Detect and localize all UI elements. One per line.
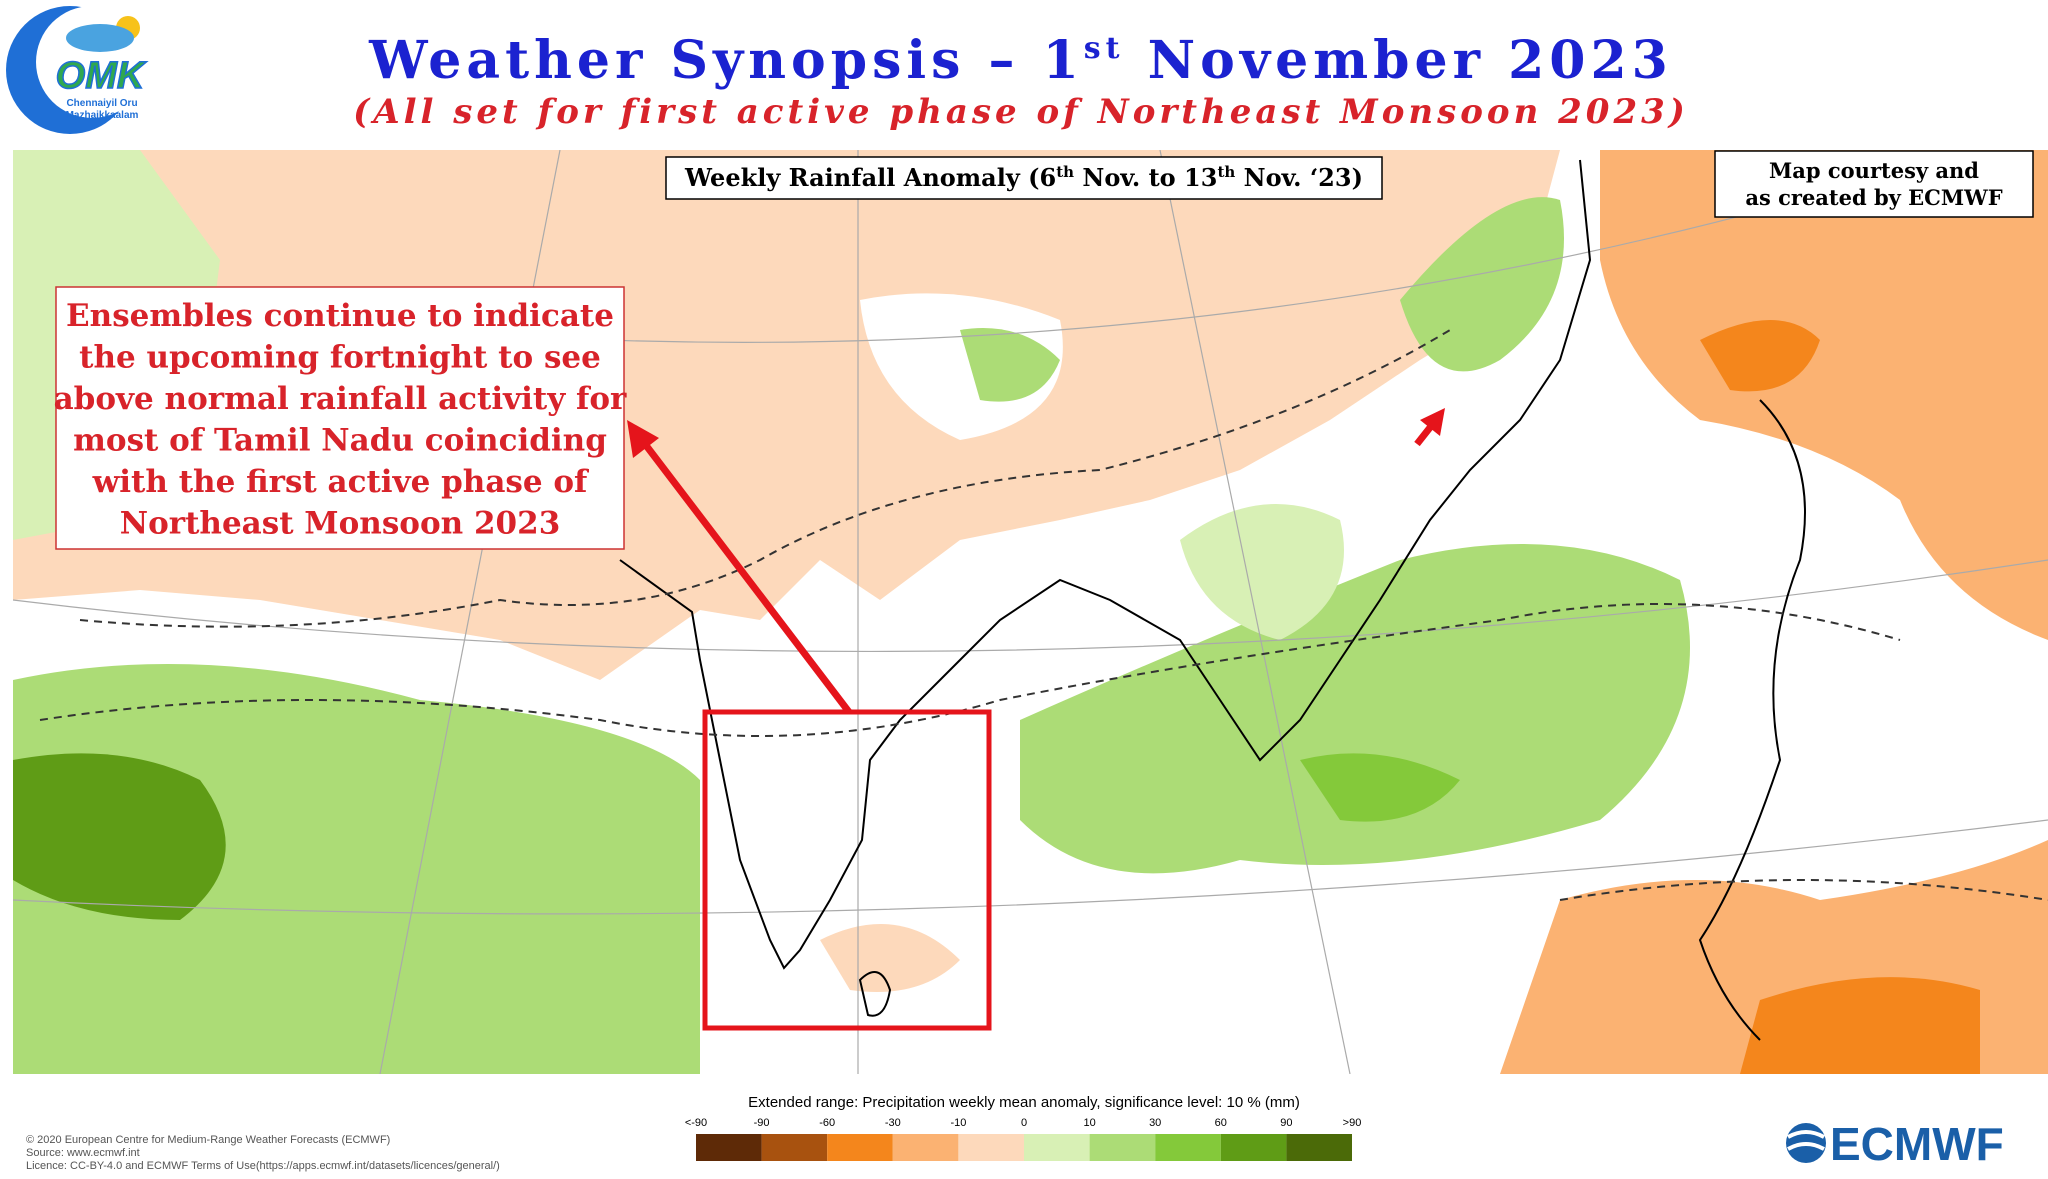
legend-label: 60	[1215, 1117, 1227, 1129]
title-sup: st	[1084, 31, 1125, 66]
legend-swatch	[1155, 1134, 1221, 1161]
map-title-sup: th	[1056, 163, 1074, 181]
logo-cloud	[66, 24, 134, 52]
logo-mark: OMK	[56, 55, 147, 97]
legend-label: -30	[885, 1117, 901, 1129]
annotation-text: Northeast Monsoon 2023	[120, 506, 561, 542]
legend: <-90 -90 -60 -30 -10 0 10 30 60 90 >90	[685, 1117, 1362, 1161]
footer-text: Source: www.ecmwf.int	[26, 1147, 140, 1159]
annotation-text: the upcoming fortnight to see	[79, 340, 601, 376]
ecmwf-emblem-waves	[1787, 1130, 1825, 1151]
annotation-text: above normal rainfall activity for	[54, 381, 627, 417]
graticule	[1159, 150, 1351, 1074]
graticule	[13, 819, 2048, 915]
anomaly-light-wet	[1180, 504, 1344, 640]
focus-rectangle	[702, 709, 992, 1031]
significance-contour	[39, 603, 1901, 737]
anomaly-wet	[13, 664, 700, 1074]
footer-text: Licence: CC-BY-4.0 and ECMWF Terms of Us…	[26, 1160, 500, 1172]
legend-swatch	[958, 1134, 1024, 1161]
graticule	[13, 559, 2048, 653]
significance-contour	[79, 329, 1451, 628]
legend-label: 30	[1149, 1117, 1161, 1129]
logo-text: Mazhaikkaalam	[66, 110, 139, 121]
anomaly-very-wet	[1300, 753, 1460, 822]
footer: © 2020 European Centre for Medium-Range …	[26, 1134, 500, 1172]
legend-label: -10	[950, 1117, 966, 1129]
legend-swatch	[892, 1134, 959, 1161]
legend-swatch	[1286, 1134, 1352, 1161]
title-part: Weather Synopsis – 1	[368, 30, 1084, 91]
legend-label: 90	[1280, 1117, 1292, 1129]
credit-box	[1714, 150, 2034, 218]
legend-label: 0	[1021, 1117, 1027, 1129]
coastline	[1698, 399, 1806, 1041]
logo-text: Chennaiyil Oru	[66, 98, 137, 109]
legend-label: 10	[1083, 1117, 1095, 1129]
subtitle: (All set for first active phase of North…	[353, 92, 1689, 132]
significance-contour	[1559, 879, 2048, 901]
annotation-arrowhead	[627, 420, 659, 458]
legend-swatch	[696, 1134, 762, 1161]
ecmwf-logo: ECMWF	[1786, 1118, 2004, 1170]
coastline	[858, 971, 892, 1017]
map-title: Weekly Rainfall Anomaly (6th Nov. to 13t…	[684, 163, 1363, 192]
direction-arrow	[1414, 422, 1435, 447]
credit-text: Map courtesy and	[1769, 158, 1979, 183]
annotation: Ensembles continue to indicate the upcomi…	[54, 298, 627, 542]
anomaly-neutral	[860, 293, 1063, 440]
anomaly-very-wet	[13, 753, 226, 920]
title: Weather Synopsis – 1st November 2023	[368, 30, 1673, 91]
direction-arrowhead	[1420, 408, 1445, 436]
map-title-part: Weekly Rainfall Anomaly (6	[684, 163, 1056, 192]
annotation-text: Ensembles continue to indicate	[66, 298, 614, 334]
map-title-sup: th	[1217, 163, 1235, 181]
anomaly-wet	[960, 328, 1060, 402]
anomaly-very-dry	[1740, 977, 1980, 1074]
map-title-part: Nov. ‘23)	[1235, 163, 1363, 192]
map-title-part: Nov. to 13	[1074, 163, 1217, 192]
map-title-box	[665, 156, 1383, 200]
legend-label: <-90	[685, 1117, 707, 1129]
annotation-box	[55, 286, 625, 550]
coastline	[619, 159, 1592, 970]
annotation-arrow	[642, 441, 852, 715]
legend-title: Extended range: Precipitation weekly mea…	[748, 1094, 1300, 1111]
annotation-text: with the first active phase of	[92, 464, 589, 500]
legend-label: -90	[754, 1117, 770, 1129]
anomaly-wet	[1020, 544, 1690, 874]
credit-text: as created by ECMWF	[1745, 185, 2002, 210]
anomaly-wet	[1400, 197, 1564, 372]
legend-swatch	[827, 1134, 893, 1161]
footer-text: © 2020 European Centre for Medium-Range …	[26, 1134, 390, 1146]
legend-swatch	[1089, 1134, 1156, 1161]
legend-label: -60	[819, 1117, 835, 1129]
legend-swatch	[1024, 1134, 1090, 1161]
logo: OMK Chennaiyil Oru Mazhaikkaalam	[6, 6, 148, 134]
annotation-text: most of Tamil Nadu coinciding	[73, 423, 607, 459]
legend-label: >90	[1343, 1117, 1362, 1129]
legend-swatch	[1220, 1134, 1287, 1161]
anomaly-dry	[1600, 150, 2048, 640]
title-part: November 2023	[1125, 30, 1673, 91]
legend-swatch	[761, 1134, 828, 1161]
ecmwf-brand: ECMWF	[1830, 1118, 2004, 1170]
anomaly-light-dry	[820, 924, 960, 992]
anomaly-very-dry	[1700, 320, 1820, 392]
